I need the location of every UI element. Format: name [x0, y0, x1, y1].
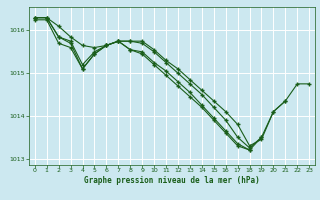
X-axis label: Graphe pression niveau de la mer (hPa): Graphe pression niveau de la mer (hPa): [84, 176, 260, 185]
